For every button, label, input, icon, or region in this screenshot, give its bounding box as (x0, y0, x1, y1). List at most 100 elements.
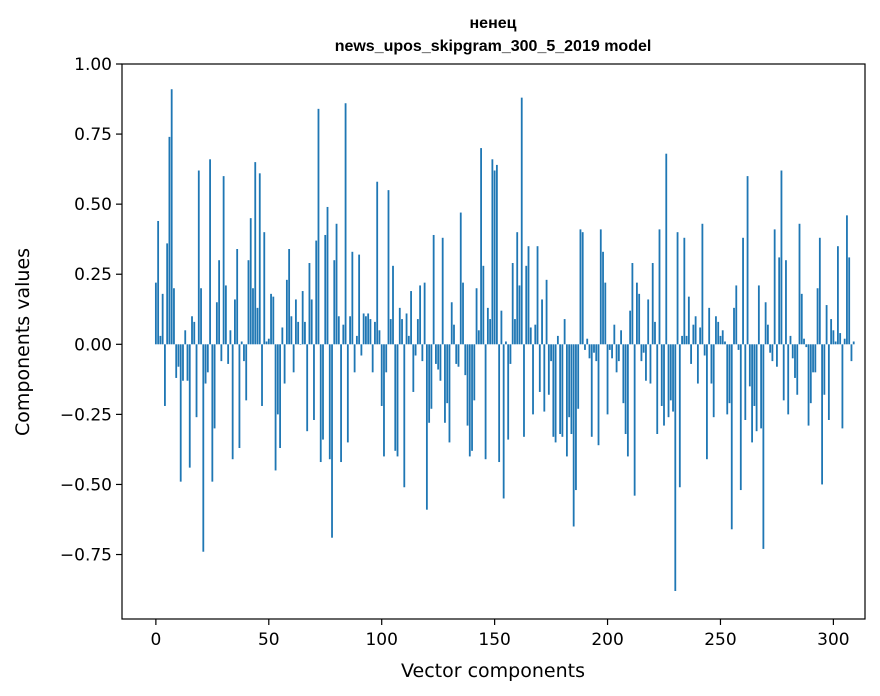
bar-142 (475, 288, 478, 345)
bar-266 (755, 344, 758, 432)
bar-70 (313, 344, 315, 420)
y-axis-label: Components values (12, 248, 34, 436)
bar-32 (227, 344, 230, 364)
bar-187 (577, 344, 580, 409)
bar-178 (556, 335, 559, 345)
bar-183 (568, 344, 571, 418)
bar-220 (651, 263, 654, 345)
bar-92 (362, 313, 365, 345)
bar-213 (636, 282, 638, 345)
bar-181 (563, 319, 566, 345)
bar-230 (674, 344, 677, 591)
bar-62 (294, 299, 297, 345)
bar-282 (791, 344, 794, 359)
bar-17 (193, 321, 196, 345)
bar-281 (789, 335, 792, 345)
bar-108 (398, 307, 401, 345)
bar-238 (692, 324, 695, 345)
bar-225 (663, 344, 665, 426)
bar-53 (274, 344, 277, 471)
bar-255 (730, 344, 733, 530)
bar-231 (676, 232, 679, 345)
bar-145 (482, 265, 485, 345)
bar-121 (428, 344, 431, 423)
bar-159 (514, 319, 516, 345)
x-tick-label-50: 50 (258, 630, 280, 650)
bar-51 (270, 293, 272, 345)
bar-25 (211, 344, 214, 482)
bar-301 (834, 341, 837, 345)
bar-19 (197, 170, 200, 345)
bar-43 (252, 288, 254, 345)
bar-29 (220, 344, 223, 362)
bar-293 (816, 288, 819, 345)
bar-11 (179, 344, 182, 482)
bar-3 (161, 293, 164, 345)
bar-216 (642, 344, 645, 353)
bar-7 (170, 89, 173, 345)
bar-6 (168, 136, 171, 345)
bar-280 (787, 344, 790, 415)
y-tick-label-7: 1.00 (74, 55, 112, 75)
bar-91 (360, 344, 363, 356)
bar-163 (523, 344, 525, 437)
x-tick-label-250: 250 (704, 630, 736, 650)
bar-170 (538, 344, 541, 392)
bar-117 (419, 285, 422, 345)
bar-278 (782, 344, 785, 401)
bar-294 (818, 237, 821, 345)
bar-197 (599, 229, 602, 345)
bar-279 (785, 260, 787, 345)
bar-174 (547, 344, 550, 395)
bar-82 (340, 344, 342, 463)
bar-242 (701, 223, 704, 345)
bar-156 (507, 344, 510, 440)
bar-114 (412, 344, 415, 392)
bar-287 (803, 338, 805, 345)
bar-304 (841, 344, 844, 429)
bar-189 (581, 232, 584, 345)
bar-236 (687, 296, 690, 345)
bar-59 (288, 249, 291, 345)
bar-205 (617, 344, 620, 362)
bar-192 (588, 344, 591, 359)
bar-56 (281, 327, 284, 345)
bar-207 (622, 344, 625, 404)
bar-221 (654, 321, 656, 345)
bar-176 (552, 344, 555, 437)
bar-23 (206, 344, 209, 373)
bar-46 (258, 173, 261, 345)
bar-50 (267, 338, 270, 345)
bar-90 (358, 254, 361, 345)
bar-245 (708, 307, 711, 345)
bar-73 (319, 344, 322, 463)
bar-2 (159, 335, 162, 345)
bar-5 (166, 243, 169, 345)
bar-206 (620, 330, 622, 345)
bar-124 (435, 344, 437, 364)
bar-188 (579, 229, 582, 345)
bar-211 (631, 263, 634, 345)
bar-248 (715, 316, 717, 345)
bar-251 (721, 330, 724, 345)
bar-78 (331, 344, 333, 538)
bar-102 (385, 344, 388, 373)
bar-300 (832, 330, 835, 345)
y-tick-label-0: −0.75 (60, 546, 112, 566)
bar-196 (597, 344, 600, 446)
bar-89 (355, 335, 358, 345)
bar-224 (660, 344, 663, 406)
bar-122 (430, 344, 433, 409)
bar-232 (678, 344, 681, 488)
bar-106 (394, 344, 397, 451)
bar-284 (796, 344, 799, 395)
bar-254 (728, 344, 731, 404)
bar-239 (694, 316, 697, 345)
bar-276 (778, 257, 781, 345)
bar-283 (794, 344, 796, 378)
bar-259 (739, 344, 742, 491)
bar-112 (407, 335, 410, 345)
bar-35 (234, 299, 236, 345)
bar-45 (256, 307, 259, 345)
bar-253 (726, 344, 729, 415)
